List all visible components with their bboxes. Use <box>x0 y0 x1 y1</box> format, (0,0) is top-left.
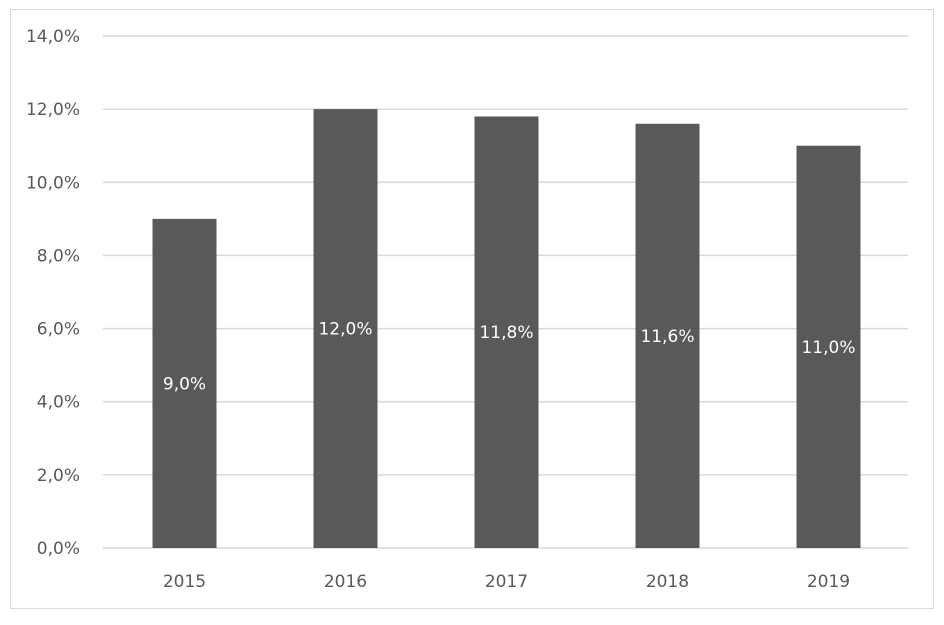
data-label: 11,6% <box>640 327 694 347</box>
bar <box>474 116 539 548</box>
bar <box>313 109 378 549</box>
y-tick-label: 8,0% <box>37 246 80 266</box>
x-tick-label: 2018 <box>646 572 689 592</box>
x-tick-label: 2019 <box>807 572 850 592</box>
data-label: 11,8% <box>479 323 533 343</box>
data-label: 12,0% <box>318 320 372 340</box>
x-tick-label: 2015 <box>163 572 206 592</box>
bar <box>635 123 700 549</box>
y-tick-label: 4,0% <box>37 393 80 413</box>
y-tick-label: 14,0% <box>26 27 80 47</box>
data-label: 11,0% <box>801 338 855 358</box>
y-tick-label: 6,0% <box>37 320 80 340</box>
data-label: 9,0% <box>163 374 206 394</box>
y-tick-label: 12,0% <box>26 100 80 120</box>
x-tick-label: 2017 <box>485 572 528 592</box>
bar <box>796 145 861 548</box>
y-tick-label: 2,0% <box>37 466 80 486</box>
y-tick-label: 10,0% <box>26 173 80 193</box>
y-tick-label: 0,0% <box>37 539 80 559</box>
x-tick-label: 2016 <box>324 572 367 592</box>
bar <box>152 218 217 548</box>
